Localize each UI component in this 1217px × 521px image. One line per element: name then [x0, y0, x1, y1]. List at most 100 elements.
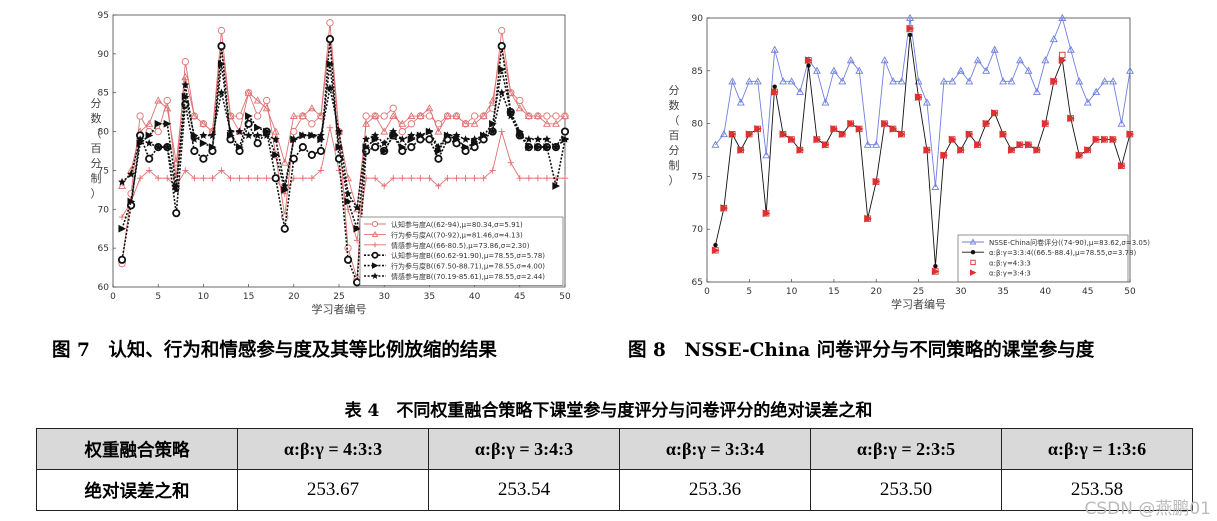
data-point [390, 175, 397, 182]
data-point [479, 111, 488, 120]
data-point [940, 151, 948, 160]
data-point [398, 143, 407, 151]
data-point [1049, 34, 1058, 43]
data-point [434, 154, 443, 163]
data-point [263, 175, 270, 182]
x-axis-label: 学习者编号 [891, 297, 946, 311]
data-point [461, 119, 470, 127]
data-point [298, 111, 307, 120]
y-tick-label: 75 [692, 172, 703, 182]
data-point [271, 174, 280, 183]
y-tick-label: 65 [692, 278, 703, 288]
data-point [914, 93, 923, 102]
data-point [407, 120, 415, 128]
data-point [982, 119, 991, 128]
data-point [847, 119, 855, 128]
figure-8-caption: 图 8 NSSE-China 问卷评分与不同策略的课堂参与度 [628, 340, 1095, 361]
data-point [163, 119, 172, 128]
data-point [262, 104, 271, 112]
series-1 [118, 19, 569, 283]
y-tick-label: 70 [692, 225, 704, 235]
data-point [897, 130, 906, 139]
legend-label: 行为参与度A((70-92),μ=81.46,σ=4.13) [391, 230, 523, 239]
data-point [425, 127, 434, 135]
data-point [999, 130, 1008, 139]
data-point [380, 127, 389, 135]
y-tick-label: 80 [98, 128, 110, 138]
data-point [497, 88, 506, 97]
data-point [136, 112, 144, 120]
data-point [551, 119, 560, 127]
data-point [236, 175, 243, 182]
y-tick-label: 65 [98, 244, 109, 254]
legend-label: α:β:γ=3:3:4((66.5-88.4),μ=78.55,σ=3.78) [989, 249, 1136, 257]
data-point [416, 111, 425, 120]
data-point [316, 146, 326, 156]
data-point [1083, 98, 1092, 106]
x-tick-label: 25 [333, 292, 344, 302]
data-point [407, 131, 416, 139]
figure-7-legend: 认知参与度A((62-94),μ=80.34,σ=5.91)行为参与度A((70… [359, 216, 564, 286]
data-point [897, 77, 906, 85]
data-point [244, 131, 253, 139]
data-point [434, 127, 443, 135]
data-point [145, 139, 154, 147]
data-point [1058, 56, 1067, 65]
data-point [480, 175, 487, 182]
data-point [164, 175, 171, 182]
data-point [362, 143, 371, 151]
data-point [452, 111, 461, 120]
data-point [821, 98, 830, 106]
data-point [316, 131, 325, 139]
figure-7-caption: 图 7 认知、行为和情感参与度及其等比例放缩的结果 [52, 340, 497, 361]
data-point [389, 111, 398, 120]
y-tick-label: 70 [98, 205, 110, 215]
data-point [199, 119, 208, 127]
data-point [335, 127, 343, 135]
x-tick-label: 50 [559, 292, 571, 302]
data-point [957, 146, 965, 154]
data-point [506, 88, 515, 96]
data-point [217, 26, 226, 35]
data-point [821, 140, 830, 149]
data-point [907, 32, 913, 38]
data-point [991, 109, 999, 117]
data-point [855, 66, 864, 74]
data-point [931, 267, 940, 276]
data-point [956, 66, 965, 74]
data-point [298, 143, 307, 152]
x-tick-label: 5 [155, 292, 161, 302]
data-point [426, 175, 433, 182]
legend-label: 认知参与度B((60.62-91.90),μ=78.55,σ=5.78) [391, 251, 545, 260]
x-tick-label: 30 [378, 292, 390, 302]
data-point [948, 77, 957, 85]
data-point [353, 224, 362, 233]
data-point [1033, 146, 1042, 154]
data-point [1032, 87, 1041, 95]
data-point [226, 111, 235, 120]
x-tick-label: 5 [746, 287, 752, 297]
data-point [516, 96, 524, 105]
data-point [326, 124, 334, 131]
data-point [846, 56, 855, 64]
data-point [208, 143, 217, 151]
data-point [779, 130, 788, 139]
x-tick-label: 15 [243, 292, 254, 302]
series-4 [711, 24, 1135, 276]
data-point [253, 139, 262, 148]
legend-label: α:β:γ=4:3:3 [989, 259, 1031, 267]
data-point [470, 112, 479, 120]
row-header-cell: 绝对误差之和 [36, 469, 238, 511]
data-point [353, 237, 361, 244]
data-point [771, 88, 779, 96]
data-point [524, 135, 533, 143]
data-point [209, 175, 216, 182]
data-point [745, 130, 754, 139]
y-tick-label: 90 [692, 14, 704, 24]
data-point [533, 111, 542, 120]
data-point [227, 175, 234, 182]
data-point [325, 83, 334, 92]
data-point [1100, 77, 1109, 85]
x-tick-label: 45 [514, 292, 525, 302]
data-point [525, 143, 533, 151]
